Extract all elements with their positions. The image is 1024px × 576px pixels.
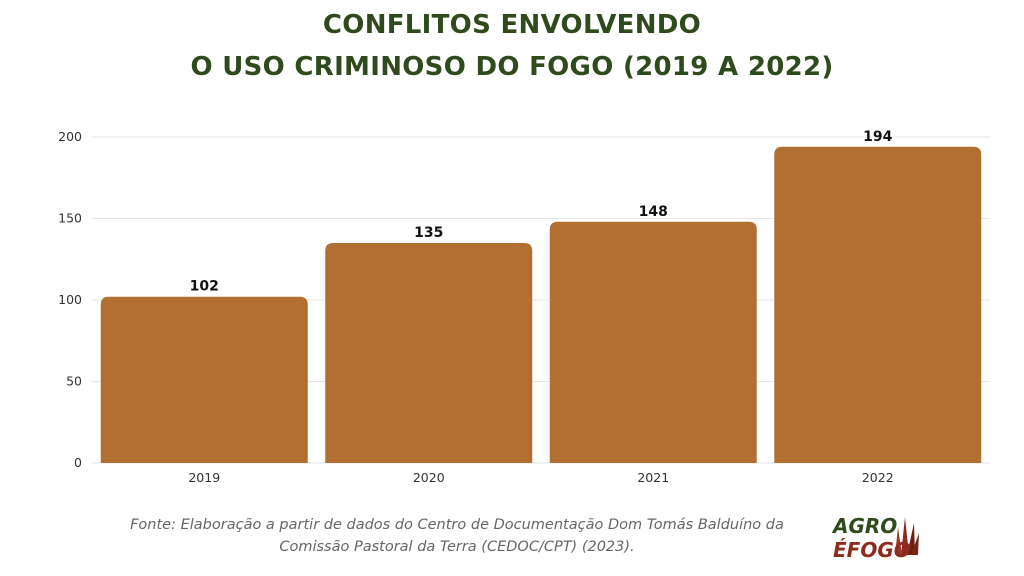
chart-title-line2: O USO CRIMINOSO DO FOGO (2019 A 2022) — [190, 52, 834, 82]
bar-value-label: 135 — [414, 225, 443, 241]
bar-2021 — [549, 221, 757, 463]
x-tick-label: 2021 — [637, 470, 669, 485]
bar-value-label: 102 — [190, 279, 219, 295]
bar-value-label: 194 — [863, 129, 892, 145]
source-line-1: Fonte: Elaboração a partir de dados do C… — [130, 517, 784, 533]
y-tick-label: 0 — [74, 455, 82, 470]
y-tick-label: 50 — [66, 374, 82, 389]
x-tick-label: 2020 — [413, 470, 445, 485]
y-tick-label: 200 — [58, 129, 82, 144]
flame-mark — [895, 517, 919, 555]
y-tick-label: 100 — [58, 292, 82, 307]
chart-title-line1: CONFLITOS ENVOLVENDO — [322, 10, 702, 40]
logo-word-agro: AGRO — [831, 514, 897, 538]
bar-chart: 0 50 100 150 200 102 135 148 194 2019 2020 2021 20… — [58, 129, 990, 485]
agro-e-fogo-logo: AGRO ÉFOGO — [831, 514, 919, 561]
logo-word-e-fogo: ÉFOGO — [833, 538, 911, 561]
source-line-2: Comissão Pastoral da Terra (CEDOC/CPT) (… — [279, 539, 635, 555]
bar-2020 — [325, 242, 533, 463]
y-tick-label: 150 — [58, 211, 82, 226]
bar-2022 — [774, 146, 982, 463]
bar-value-label: 148 — [639, 204, 668, 220]
x-tick-label: 2022 — [862, 470, 894, 485]
source-note: Fonte: Elaboração a partir de dados do C… — [92, 514, 822, 558]
bar-2019 — [100, 296, 308, 463]
x-tick-label: 2019 — [188, 470, 220, 485]
